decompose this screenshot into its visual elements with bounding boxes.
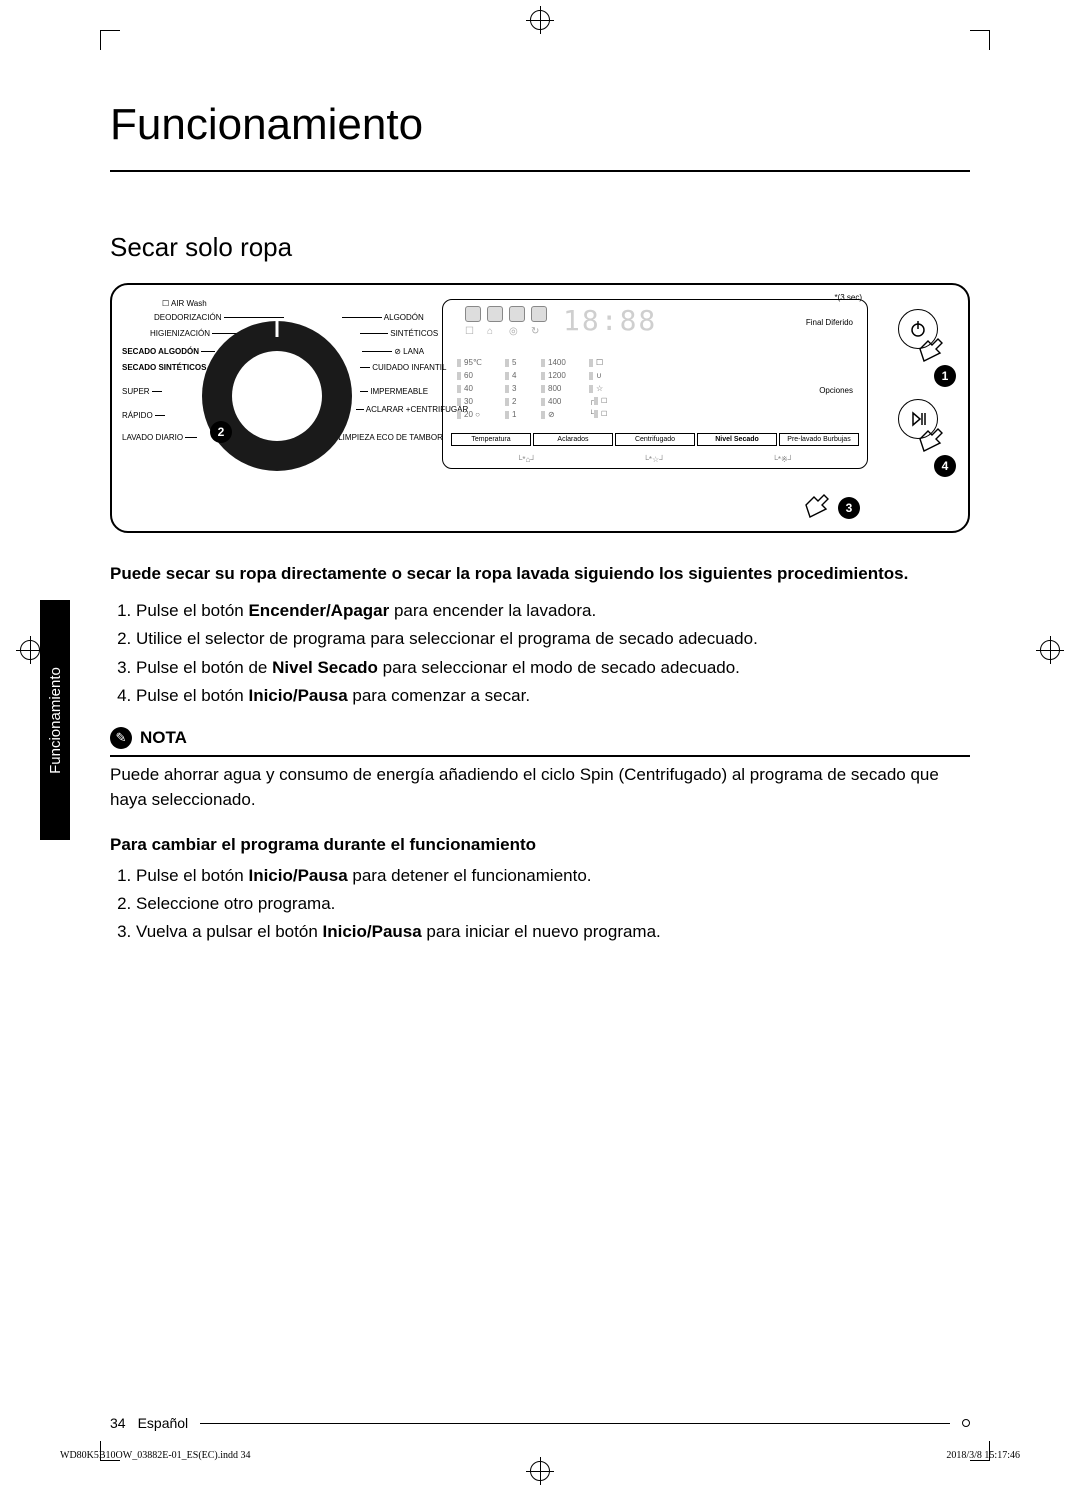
- dial-label: IMPERMEABLE: [360, 387, 428, 396]
- dial-label: HIGIENIZACIÓN: [150, 329, 242, 338]
- indd-file: WD80K5B10OW_03882E-01_ES(EC).indd 34: [60, 1450, 251, 1461]
- note-icon: ✎: [110, 727, 132, 749]
- temp-button: Temperatura: [451, 433, 531, 446]
- side-tab-label: Funcionamiento: [47, 667, 64, 774]
- list-item: Seleccione otro programa.: [136, 891, 970, 917]
- list-item: Vuelva a pulsar el botón Inicio/Pausa pa…: [136, 919, 970, 945]
- dial-label: SUPER: [122, 387, 162, 396]
- under-icons: └*⌂┘ └*☆┘ └*※┘: [463, 455, 847, 464]
- note-label: NOTA: [140, 728, 187, 748]
- dial-label: LAVADO DIARIO: [122, 433, 197, 442]
- callout-2: 2: [210, 421, 232, 443]
- dial-label: LIMPIEZA ECO DE TAMBOR: [326, 433, 443, 442]
- air-wash-label: AIR Wash: [171, 299, 207, 308]
- list-item: Pulse el botón Inicio/Pausa para detener…: [136, 863, 970, 889]
- print-metadata: WD80K5B10OW_03882E-01_ES(EC).indd 34 201…: [60, 1450, 1020, 1461]
- page-footer: 34 Español: [110, 1415, 970, 1431]
- dial-label: DEODORIZACIÓN: [154, 313, 284, 322]
- dial-label: CUIDADO INFANTIL: [360, 363, 446, 372]
- status-icons-row: [465, 306, 547, 322]
- display-box: ☐⌂◎↻ 18:88 Final Diferido Opciones 95℃ 6…: [442, 299, 868, 469]
- page-number: 34: [110, 1415, 126, 1431]
- dial-label: ⊘ LANA: [362, 347, 424, 356]
- list-item: Pulse el botón de Nivel Secado para sele…: [136, 655, 970, 681]
- final-diferido-label: Final Diferido: [806, 318, 853, 327]
- dial-label: RÁPIDO: [122, 411, 165, 420]
- rinse-button: Aclarados: [533, 433, 613, 446]
- dry-level-button: Nivel Secado: [697, 433, 777, 446]
- power-play-area: 1 4: [878, 299, 958, 509]
- program-dial: [202, 321, 352, 471]
- dial-label: SINTÉTICOS: [360, 329, 438, 338]
- crop-mark: [100, 30, 120, 50]
- section-heading: Secar solo ropa: [110, 232, 970, 263]
- time-display: 18:88: [563, 304, 657, 337]
- callout-1: 1: [934, 365, 956, 387]
- page: Funcionamiento Funcionamiento Secar solo…: [0, 0, 1080, 1491]
- change-program-steps: Pulse el botón Inicio/Pausa para detener…: [136, 863, 970, 946]
- display-area: *(3 sec) ☐⌂◎↻ 18:88 Final Diferido Opcio…: [442, 299, 868, 509]
- option-button-row: Temperatura Aclarados Centrifugado Nivel…: [451, 433, 859, 446]
- opciones-label: Opciones: [819, 386, 853, 395]
- control-panel-illustration: ☐ AIR Wash DEODORIZACIÓN HIGIENIZACIÓN S…: [110, 283, 970, 533]
- program-dial-area: ☐ AIR Wash DEODORIZACIÓN HIGIENIZACIÓN S…: [122, 299, 432, 509]
- hand-pointer-icon: [796, 487, 836, 527]
- rinse-column: 5 4 3 2 1: [505, 356, 516, 421]
- title-rule: [110, 170, 970, 172]
- crop-mark: [970, 30, 990, 50]
- dial-label: SECADO SINTÉTICOS: [122, 363, 219, 372]
- page-title: Funcionamiento: [110, 100, 970, 150]
- page-language: Español: [138, 1415, 189, 1431]
- main-steps-list: Pulse el botón Encender/Apagar para ence…: [136, 598, 970, 709]
- intro-text: Puede secar su ropa directamente o secar…: [110, 563, 970, 586]
- callout-4: 4: [934, 455, 956, 477]
- note-heading: ✎ NOTA: [110, 727, 970, 757]
- sub-heading: Para cambiar el programa durante el func…: [110, 835, 970, 855]
- indd-timestamp: 2018/3/8 15:17:46: [946, 1450, 1020, 1461]
- spin-button: Centrifugado: [615, 433, 695, 446]
- side-tab: Funcionamiento: [40, 600, 70, 840]
- prewash-button: Pre-lavado Burbujas: [779, 433, 859, 446]
- temp-column: 95℃ 60 40 30 20 ○: [457, 356, 482, 421]
- dial-label: SECADO ALGODÓN: [122, 347, 215, 356]
- spin-column: 1400 1200 800 400 ⊘: [541, 356, 566, 421]
- dial-label: ALGODÓN: [342, 313, 424, 322]
- callout-3: 3: [838, 497, 860, 519]
- dry-column: ☐ ∪ ☆ ┌☐ └☐: [589, 356, 607, 421]
- list-item: Pulse el botón Encender/Apagar para ence…: [136, 598, 970, 624]
- list-item: Pulse el botón Inicio/Pausa para comenza…: [136, 683, 970, 709]
- note-text: Puede ahorrar agua y consumo de energía …: [110, 763, 970, 812]
- status-icons-row2: ☐⌂◎↻: [465, 326, 543, 338]
- list-item: Utilice el selector de programa para sel…: [136, 626, 970, 652]
